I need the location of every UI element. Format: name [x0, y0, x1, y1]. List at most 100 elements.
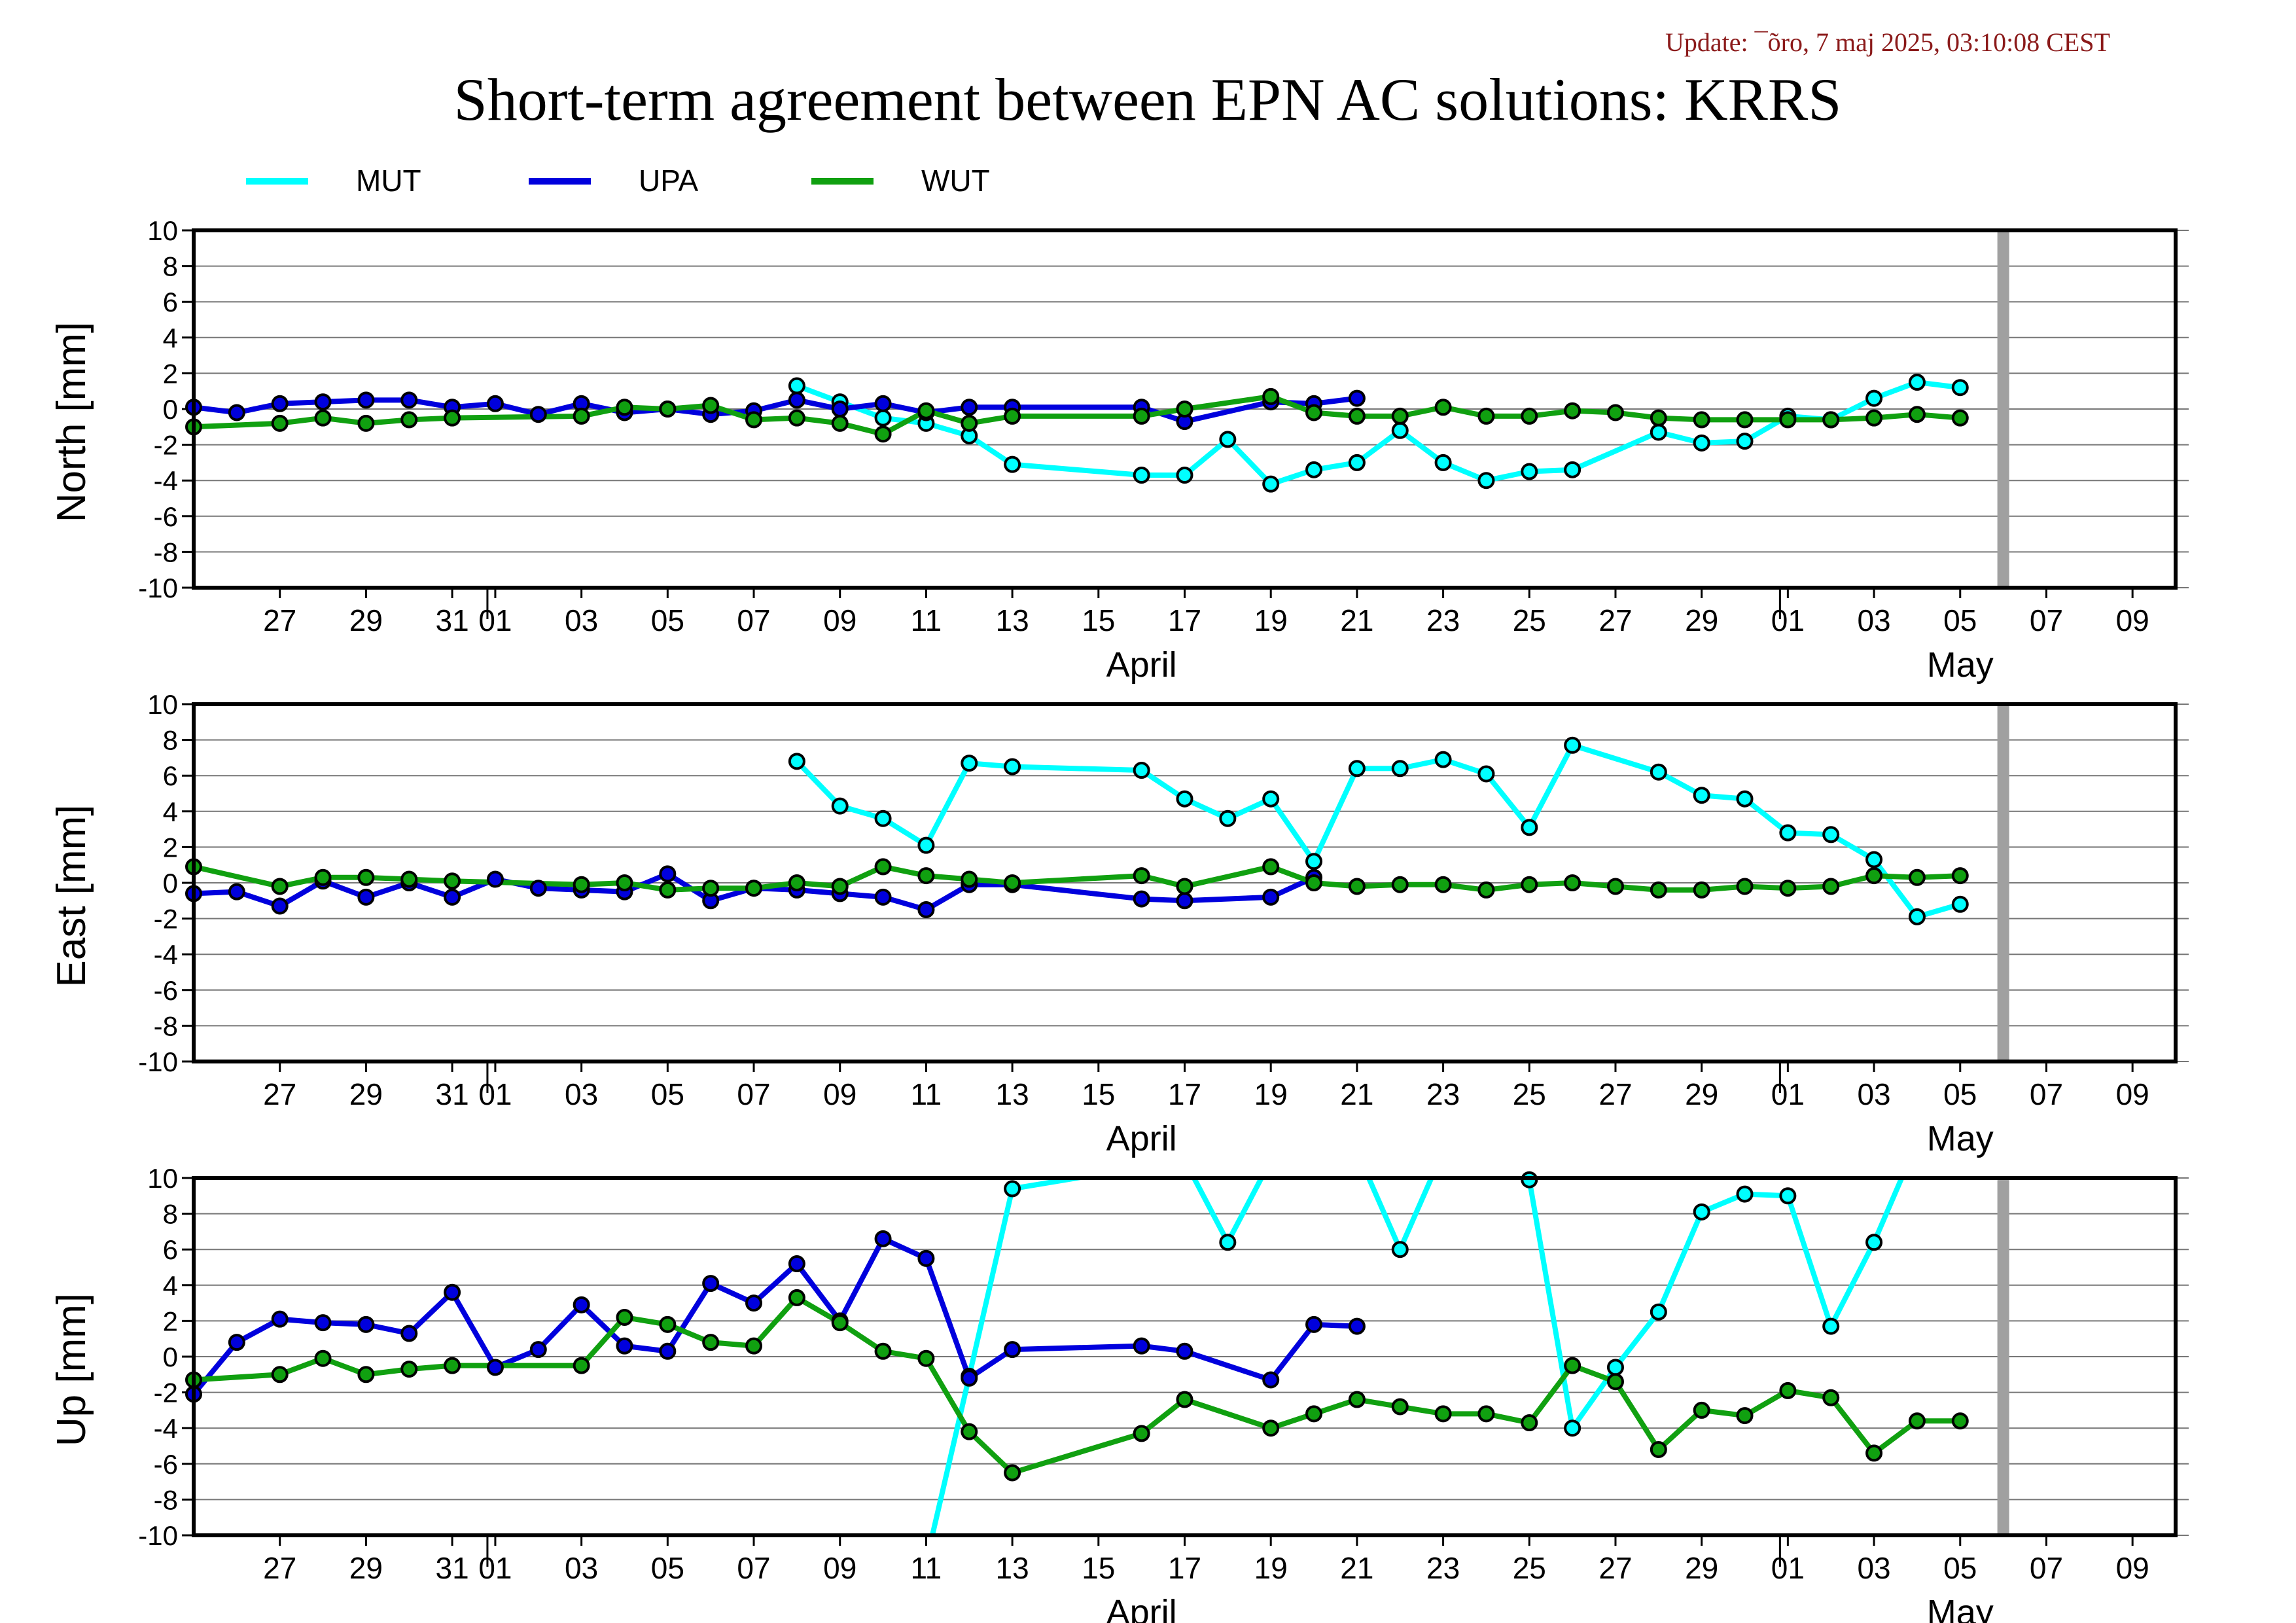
data-point-upa: [314, 393, 332, 411]
data-point-wut: [917, 402, 935, 419]
x-tick-label: 17: [1168, 1551, 1201, 1585]
current-day-marker: [1997, 230, 2009, 588]
data-point-upa: [271, 395, 289, 412]
data-point-upa: [228, 404, 245, 421]
y-tick-label: -2: [154, 904, 178, 935]
data-point-upa: [831, 401, 849, 418]
x-tick-label: 07: [737, 603, 770, 637]
data-point-wut: [961, 1423, 978, 1440]
data-point-upa: [228, 1334, 245, 1351]
data-point-wut: [961, 870, 978, 888]
data-point-wut: [1650, 409, 1667, 427]
data-point-upa: [400, 1325, 418, 1342]
data-point-upa: [1348, 389, 1366, 407]
data-point-wut: [357, 1366, 375, 1383]
data-point-wut: [314, 409, 332, 427]
data-point-mut: [1693, 1203, 1710, 1221]
x-tick-label: 01: [1771, 603, 1805, 637]
data-point-mut: [1693, 787, 1710, 804]
x-tick-label: 27: [1598, 603, 1632, 637]
data-point-upa: [961, 1369, 978, 1387]
data-point-upa: [917, 901, 935, 918]
x-tick-label: 19: [1254, 1077, 1288, 1111]
data-point-mut: [1004, 455, 1021, 473]
data-point-upa: [1133, 1337, 1150, 1355]
x-tick-label: 19: [1254, 603, 1288, 637]
month-label: May: [1927, 1593, 1994, 1623]
data-point-mut: [1564, 736, 1581, 754]
x-tick-label: 29: [1685, 1551, 1718, 1585]
data-point-upa: [917, 1249, 935, 1267]
data-point-upa: [529, 1341, 547, 1359]
data-point-upa: [1348, 1317, 1366, 1335]
data-point-mut: [1521, 463, 1538, 480]
data-point-upa: [874, 1230, 892, 1247]
data-point-wut: [702, 880, 720, 897]
data-point-wut: [1004, 1464, 1021, 1482]
x-tick-label: 27: [263, 1077, 296, 1111]
data-point-wut: [271, 1366, 289, 1383]
y-tick-label: -6: [154, 1449, 178, 1480]
x-tick-label: 05: [651, 603, 684, 637]
data-point-wut: [1908, 868, 1926, 886]
data-point-wut: [1391, 407, 1409, 425]
data-point-wut: [1477, 407, 1495, 425]
data-point-upa: [486, 395, 504, 412]
y-axis-label: North [mm]: [49, 322, 94, 523]
data-point-mut: [1865, 851, 1883, 868]
month-label: May: [1927, 645, 1994, 685]
data-point-wut: [1865, 409, 1883, 427]
data-point-upa: [961, 399, 978, 416]
x-tick-label: 09: [2116, 1077, 2149, 1111]
month-label: April: [1106, 1593, 1177, 1623]
x-tick-label: 01: [478, 1077, 512, 1111]
update-timestamp: Update: ¯õro, 7 maj 2025, 03:10:08 CEST: [1665, 27, 2110, 57]
data-point-mut: [1219, 1234, 1237, 1251]
data-point-mut: [788, 377, 805, 395]
x-tick-label: 03: [565, 1551, 598, 1585]
x-tick-label: 03: [1857, 1551, 1890, 1585]
data-point-wut: [745, 411, 763, 429]
data-point-wut: [1348, 1391, 1366, 1408]
y-tick-label: 8: [163, 1199, 178, 1230]
data-point-wut: [1736, 1407, 1754, 1425]
data-point-wut: [616, 874, 633, 891]
data-point-mut: [1262, 475, 1280, 493]
y-tick-label: -4: [154, 1413, 178, 1444]
data-point-wut: [788, 874, 805, 891]
data-point-wut: [357, 868, 375, 886]
data-point-wut: [357, 414, 375, 432]
x-tick-label: 23: [1426, 603, 1460, 637]
data-point-mut: [1391, 1241, 1409, 1258]
data-point-mut: [1348, 760, 1366, 777]
x-tick-label: 01: [1771, 1077, 1805, 1111]
data-point-wut: [788, 1289, 805, 1306]
data-point-wut: [874, 858, 892, 876]
panel-north: 10 8 6 4 2 0 -2 -4 -6 -8 -10 North [mm] 27 29 31 01 03 05…: [49, 215, 2189, 685]
x-tick-label: 21: [1340, 1077, 1373, 1111]
data-point-wut: [1606, 404, 1624, 421]
data-point-wut: [271, 414, 289, 432]
y-tick-label: 0: [163, 1342, 178, 1372]
x-tick-label: 29: [349, 603, 383, 637]
data-point-upa: [444, 1283, 461, 1301]
x-tick-label: 05: [651, 1551, 684, 1585]
data-point-mut: [874, 409, 892, 427]
data-point-wut: [659, 881, 677, 899]
data-point-mut: [1004, 1180, 1021, 1198]
data-point-mut: [1908, 908, 1926, 925]
data-point-wut: [1606, 1373, 1624, 1391]
x-tick-label: 31: [436, 1551, 469, 1585]
data-point-wut: [1176, 1391, 1193, 1408]
data-point-mut: [1305, 461, 1323, 478]
y-tick-label: 6: [163, 1234, 178, 1265]
data-point-mut: [1434, 751, 1452, 768]
data-point-upa: [357, 1315, 375, 1333]
data-point-wut: [1779, 1382, 1797, 1399]
x-tick-label: 23: [1426, 1077, 1460, 1111]
data-point-mut: [1951, 379, 1969, 397]
data-point-mut: [1391, 421, 1409, 439]
x-tick-label: 03: [1857, 1077, 1890, 1111]
data-point-mut: [1477, 472, 1495, 490]
data-point-wut: [573, 1357, 590, 1374]
